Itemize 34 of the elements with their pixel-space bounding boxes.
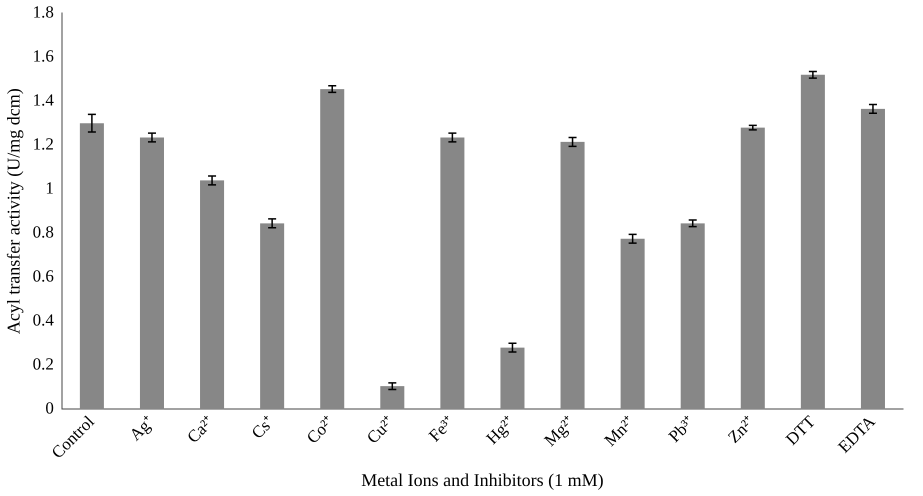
y-tick-label: 1.8 (32, 2, 54, 22)
bar (140, 138, 164, 410)
bar (560, 142, 585, 410)
bar (200, 180, 224, 410)
y-axis-title: Acyl transfer activity (U/mg dcm) (4, 88, 24, 334)
y-tick-label: 0.6 (32, 266, 54, 286)
x-tick-label: Pb³⁺ (664, 412, 699, 446)
y-tick-label: 1.4 (32, 90, 54, 110)
x-axis-title: Metal Ions and Inhibitors (1 mM) (361, 470, 604, 490)
bar (320, 89, 344, 410)
y-tick-label: 1 (45, 178, 54, 198)
x-tick-label: Co²⁺ (302, 412, 338, 448)
x-tick-label: Ca²⁺ (183, 412, 218, 447)
bar (80, 123, 104, 410)
bar (800, 74, 825, 410)
y-tick-label: 0.8 (32, 222, 54, 242)
x-tick-label: Fe³⁺ (425, 412, 458, 446)
bar (500, 348, 524, 410)
bar (740, 128, 765, 410)
y-tick-label: 0.2 (32, 354, 54, 374)
bar (680, 223, 705, 410)
x-tick-label: Cu²⁺ (362, 412, 398, 448)
bar (620, 238, 645, 410)
y-tick-label: 0 (45, 398, 54, 418)
y-tick-label: 1.2 (32, 134, 54, 154)
bar (260, 223, 284, 410)
y-tick-label: 0.4 (32, 310, 54, 330)
x-tick-label: Ag⁺ (126, 412, 158, 444)
y-tick-label: 1.6 (32, 46, 54, 66)
x-tick-label: Zn²⁺ (724, 412, 759, 447)
x-tick-label: Cs⁺ (248, 412, 278, 442)
bar (440, 138, 464, 410)
bar (860, 108, 885, 410)
bar (380, 386, 404, 410)
